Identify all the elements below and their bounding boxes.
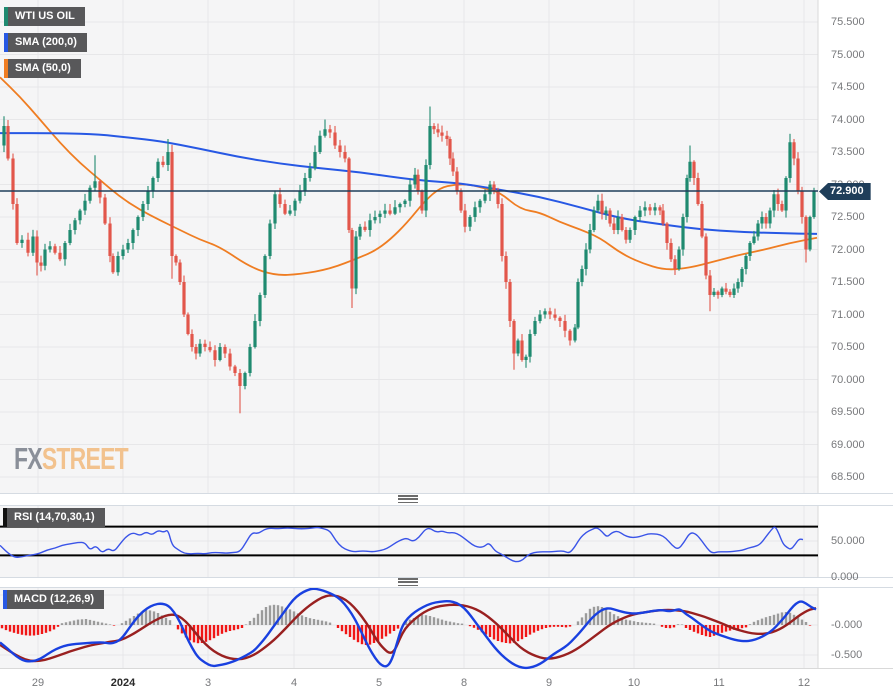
fxstreet-watermark: FXSTREET	[14, 441, 129, 476]
price-axis-label: 72.500	[831, 211, 865, 223]
legend-rsi-badge[interactable]: RSI (14,70,30,1)	[3, 508, 105, 527]
legend-symbol-badge[interactable]: WTI US OIL	[4, 7, 85, 26]
rsi-axis-label: 50.000	[831, 535, 865, 547]
current-price-tag: 72.900	[819, 183, 871, 200]
price-axis-label: 70.500	[831, 341, 865, 353]
price-axis-label: 74.500	[831, 81, 865, 93]
watermark-street: STREET	[41, 441, 129, 476]
legend-macd-badge[interactable]: MACD (12,26,9)	[3, 590, 105, 609]
price-axis-label: 72.000	[831, 243, 865, 256]
macd-axis-label: -0.500	[831, 649, 863, 661]
panel-separator-bottom[interactable]	[0, 577, 893, 588]
macd-axis-label: -0.000	[831, 619, 863, 631]
price-axis-label: 74.000	[831, 113, 865, 126]
price-axis-label: 71.500	[831, 276, 865, 288]
panel-resize-handle-rsi[interactable]	[398, 495, 418, 503]
rsi-axis-label: 0.000	[831, 571, 859, 583]
time-axis-label: 4	[290, 677, 298, 689]
time-axis-label: 3	[204, 677, 212, 689]
price-axis-label: 69.500	[831, 406, 865, 418]
time-axis-label: 12	[797, 677, 811, 689]
price-axis-label: 68.500	[831, 471, 865, 483]
time-axis-label: 11	[713, 677, 725, 689]
price-axis-label: 75.500	[831, 16, 865, 28]
time-axis-label: 29	[31, 677, 45, 689]
legend-sma200-badge[interactable]: SMA (200,0)	[4, 33, 87, 52]
time-axis-label: 8	[460, 677, 468, 689]
price-axis-label: 71.000	[831, 308, 865, 321]
price-axis-label: 73.500	[831, 146, 865, 158]
time-axis-label: 10	[627, 677, 641, 689]
time-axis-label: 2024	[110, 677, 136, 689]
time-axis-label: 5	[375, 677, 383, 689]
price-axis-label: 75.000	[831, 48, 865, 61]
price-axis-label: 69.000	[831, 438, 865, 451]
legend-sma50-badge[interactable]: SMA (50,0)	[4, 59, 81, 78]
time-axis-label: 9	[545, 677, 553, 689]
panel-separator-top[interactable]	[0, 493, 893, 506]
price-axis-label: 70.000	[831, 373, 865, 386]
panel-resize-handle-macd[interactable]	[398, 578, 418, 586]
watermark-fx: FX	[14, 441, 43, 476]
